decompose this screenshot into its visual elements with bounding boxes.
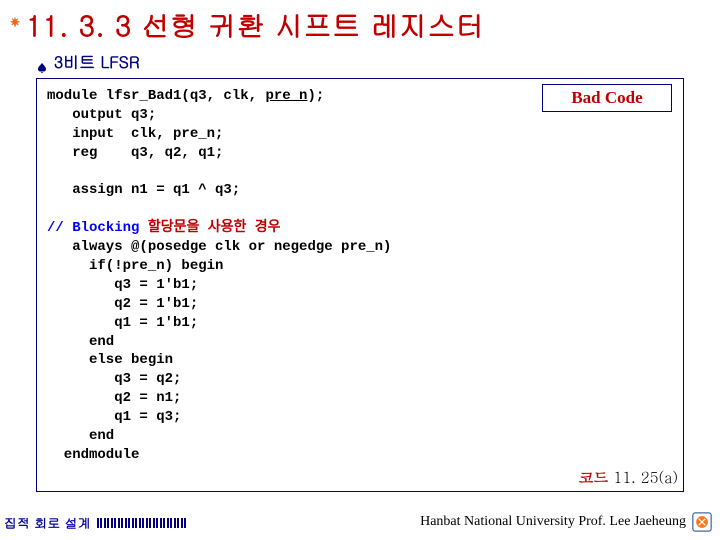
code-line: reg q3, q2, q1;	[47, 145, 223, 161]
code-line: q2 = n1;	[47, 390, 181, 406]
footer-right-text: Hanbat National University Prof. Lee Jae…	[420, 514, 686, 530]
subtitle-text: 3비트 LFSR	[54, 50, 140, 73]
code-line: else begin	[47, 352, 173, 368]
code-line: q2 = 1'b1;	[47, 296, 198, 312]
code-line: output q3;	[47, 107, 156, 123]
university-logo-icon	[692, 512, 712, 532]
code-line: input clk, pre_n;	[47, 126, 223, 142]
bad-code-badge: Bad Code	[542, 84, 672, 112]
code-line: assign n1 = q1 ^ q3;	[47, 182, 240, 198]
code-ref-label: 코드	[578, 467, 608, 488]
code-line: q1 = q3;	[47, 409, 181, 425]
star-icon	[8, 12, 22, 26]
code-comment: 할당문을 사용한 경우	[148, 220, 281, 236]
section-title: 11. 3. 3 선형 귀환 시프트 레지스터	[26, 4, 484, 44]
code-comment: Blocking	[72, 220, 148, 236]
subtitle-row: 3비트 LFSR	[36, 50, 140, 73]
code-comment: //	[47, 220, 72, 236]
code-line: q3 = q2;	[47, 371, 181, 387]
code-line: q1 = 1'b1;	[47, 315, 198, 331]
code-line: always @(posedge clk or negedge pre_n)	[47, 239, 391, 255]
footer-left: 집적 회로 설계	[4, 513, 187, 532]
footer-pattern-icon	[97, 518, 187, 528]
code-line: endmodule	[47, 447, 139, 463]
footer-left-text: 집적 회로 설계	[4, 513, 91, 532]
code-line: if(!pre_n) begin	[47, 258, 223, 274]
code-underline: pre_n	[265, 88, 307, 104]
code-line: end	[47, 428, 114, 444]
code-ref-number: 11. 25(a)	[608, 467, 678, 488]
footer-right: Hanbat National University Prof. Lee Jae…	[420, 512, 712, 532]
code-ref-badge: 코드 11. 25(a)	[578, 467, 678, 488]
code-line: );	[307, 88, 324, 104]
code-line: module lfsr_Bad1(q3, clk,	[47, 88, 265, 104]
code-line: end	[47, 334, 114, 350]
code-line: q3 = 1'b1;	[47, 277, 198, 293]
spade-icon	[36, 56, 48, 68]
code-block: module lfsr_Bad1(q3, clk, pre_n); output…	[36, 78, 684, 492]
